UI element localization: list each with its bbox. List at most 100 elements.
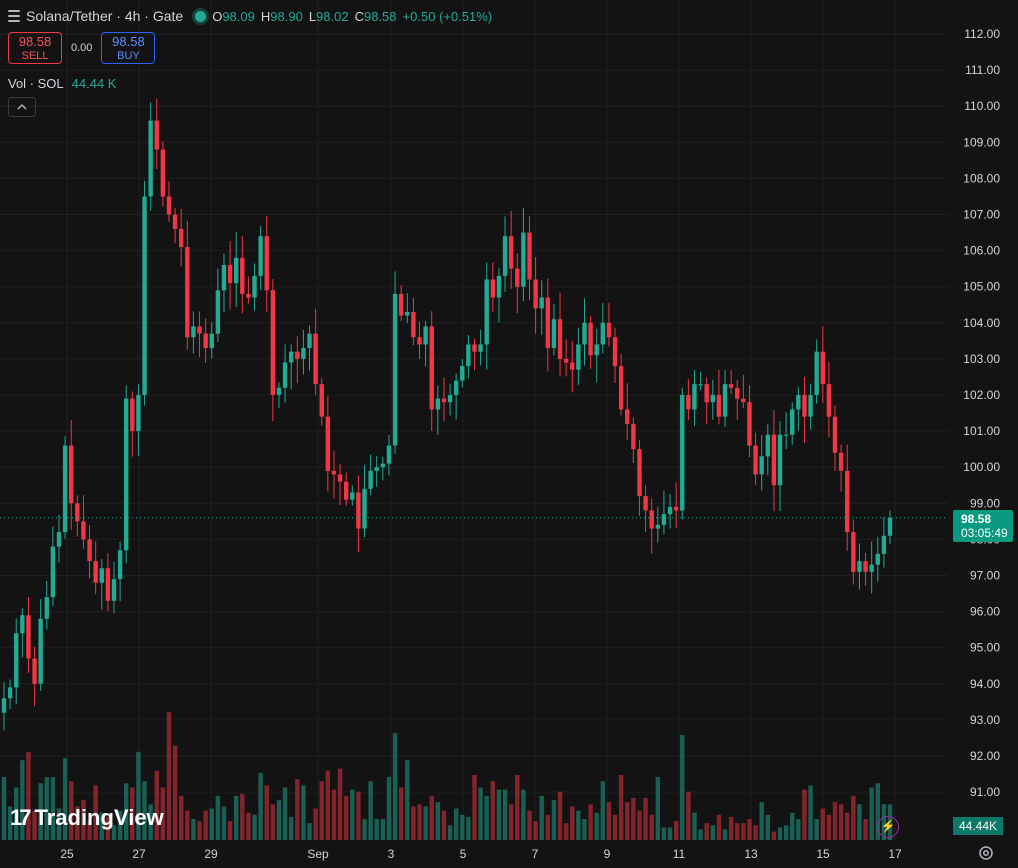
candle-body xyxy=(56,532,62,547)
candle-body xyxy=(221,265,227,291)
candle-body xyxy=(337,474,343,482)
price-tick-label: 105.00 xyxy=(963,280,1000,294)
candle-body xyxy=(276,387,282,395)
trade-panel: 98.58 SELL 0.00 98.58 BUY xyxy=(8,32,156,64)
volume-bar xyxy=(735,823,740,840)
volume-bar xyxy=(331,789,337,840)
candle-body xyxy=(215,290,221,334)
candle-body xyxy=(386,445,392,464)
candle-body xyxy=(612,337,618,367)
candle-body xyxy=(136,395,141,432)
volume-bar xyxy=(295,779,300,840)
candle-body xyxy=(857,561,862,572)
candle-body xyxy=(87,539,92,562)
candle-body xyxy=(270,290,276,395)
volume-bar xyxy=(698,829,703,840)
volume-bar xyxy=(160,787,166,840)
candle-body xyxy=(502,236,508,276)
volume-bar xyxy=(20,760,25,840)
volume-bar xyxy=(233,795,239,840)
candle-body xyxy=(680,395,685,511)
volume-bar xyxy=(478,787,483,840)
candle-body xyxy=(423,326,428,345)
candle-body xyxy=(728,384,734,388)
candle-body xyxy=(20,615,25,634)
candle-body xyxy=(62,445,68,533)
candle-body xyxy=(741,398,746,403)
volume-legend[interactable]: Vol · SOL 44.44 K xyxy=(8,76,116,91)
volume-bar xyxy=(282,787,288,840)
candle-body xyxy=(527,232,532,280)
volume-bar xyxy=(325,770,331,840)
volume-bar xyxy=(386,777,392,840)
volume-bar xyxy=(172,745,178,840)
candle-body xyxy=(704,384,709,403)
candle-body xyxy=(790,409,795,435)
volume-bar xyxy=(307,823,312,840)
volume-bar xyxy=(56,808,62,840)
volume-bar xyxy=(875,783,880,840)
price-tick-label: 94.00 xyxy=(970,677,1000,691)
candle-body xyxy=(185,246,190,338)
volume-bar xyxy=(185,810,190,840)
volume-bar xyxy=(197,821,202,840)
candle-body xyxy=(631,423,636,450)
time-tick-label: 9 xyxy=(604,847,611,861)
buy-button[interactable]: 98.58 BUY xyxy=(101,32,156,64)
volume-bar xyxy=(124,783,129,840)
volume-bar xyxy=(765,814,770,840)
price-tick-label: 97.00 xyxy=(970,569,1000,583)
volume-bar xyxy=(44,777,49,840)
candle-body xyxy=(466,344,471,367)
bar-countdown: 03:05:49 xyxy=(961,526,1008,540)
price-tick-label: 106.00 xyxy=(963,244,1000,258)
volume-bar xyxy=(783,825,789,840)
menu-icon[interactable] xyxy=(8,10,20,22)
symbol-title[interactable]: Solana/Tether · 4h · Gate xyxy=(26,8,184,24)
volume-bar xyxy=(380,819,386,840)
time-tick-label: Sep xyxy=(307,847,329,861)
volume-bar xyxy=(551,800,557,840)
time-tick-label: 3 xyxy=(388,847,395,861)
candle-body xyxy=(105,568,111,601)
candle-body xyxy=(441,398,447,403)
volume-bar xyxy=(288,816,294,840)
volume-bar xyxy=(460,814,465,840)
price-tick-label: 101.00 xyxy=(963,424,1000,438)
candle-body xyxy=(240,257,245,294)
candle-body xyxy=(649,510,654,529)
volume-bar xyxy=(655,777,661,840)
current-price: 98.58 xyxy=(961,512,992,526)
candle-body xyxy=(398,293,404,316)
volume-bar xyxy=(405,760,410,840)
candle-body xyxy=(429,326,434,410)
candle-body xyxy=(246,293,251,298)
settings-icon[interactable] xyxy=(977,844,995,862)
volume-bar xyxy=(136,751,141,840)
candle-body xyxy=(698,384,703,386)
volume-bar xyxy=(686,791,691,840)
volume-bar xyxy=(203,810,208,840)
candle-body xyxy=(759,456,764,475)
volume-bar xyxy=(7,806,13,840)
candle-body xyxy=(350,492,355,500)
volume-bar xyxy=(69,781,74,840)
volume-bar xyxy=(276,800,282,840)
volume-bar xyxy=(851,795,856,840)
candle-body xyxy=(692,384,697,410)
volume-bar xyxy=(771,831,777,840)
tradingview-logo[interactable]: 17 TradingView xyxy=(10,805,164,831)
sell-button[interactable]: 98.58 SELL xyxy=(8,32,62,64)
time-tick-label: 7 xyxy=(532,847,539,861)
candle-body xyxy=(478,344,483,352)
time-tick-label: 15 xyxy=(816,847,830,861)
price-tick-label: 104.00 xyxy=(963,316,1000,330)
candle-body xyxy=(227,265,233,284)
candle-body xyxy=(545,297,551,349)
collapse-legend-button[interactable] xyxy=(8,97,36,117)
candle-body xyxy=(606,322,612,338)
candle-body xyxy=(38,618,43,684)
volume-bar xyxy=(716,814,722,840)
lightning-icon[interactable]: ⚡ xyxy=(877,816,899,838)
